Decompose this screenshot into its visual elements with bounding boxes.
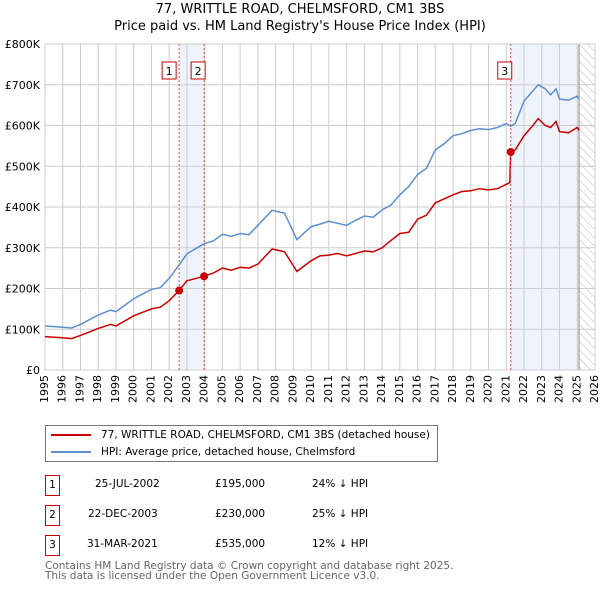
footer: Contains HM Land Registry data © Crown c…: [45, 560, 454, 582]
x-tick-label: 1997: [73, 375, 86, 403]
transaction-date: 25-JUL-2002: [95, 478, 160, 490]
transaction-marker: 1: [45, 475, 60, 496]
x-tick-label: 2003: [180, 375, 193, 403]
sale-marker-box: [161, 61, 177, 80]
y-tick-label: £600K: [5, 120, 41, 133]
x-tick-label: 2002: [162, 375, 175, 403]
sale-point: [175, 286, 184, 295]
legend-item-hpi: HPI: Average price, detached house, Chel…: [46, 444, 355, 460]
x-tick-label: 2017: [428, 375, 441, 403]
x-tick-label: 2005: [215, 375, 228, 403]
y-tick-label: £100K: [5, 323, 41, 336]
y-tick-label: £300K: [5, 242, 41, 255]
transaction-date: 22-DEC-2003: [88, 508, 158, 520]
legend-label-hpi: HPI: Average price, detached house, Chel…: [101, 446, 356, 458]
transaction-marker: 3: [45, 535, 60, 556]
sale-marker-box: [497, 61, 513, 80]
y-tick-label: £500K: [5, 160, 41, 173]
plot-border: [44, 43, 596, 371]
sale-marker-box: [190, 61, 206, 80]
chart-title: 77, WRITTLE ROAD, CHELMSFORD, CM1 3BS: [155, 2, 445, 17]
transaction-price: £230,000: [215, 508, 266, 520]
transaction-delta: 24% ↓ HPI: [312, 478, 369, 490]
x-tick-label: 1998: [91, 375, 104, 403]
x-tick-label: 2009: [286, 375, 299, 403]
x-tick-label: 2001: [144, 375, 157, 403]
chart-subtitle: Price paid vs. HM Land Registry's House …: [114, 19, 486, 34]
legend-label-property: 77, WRITTLE ROAD, CHELMSFORD, CM1 3BS (d…: [101, 429, 430, 441]
footer-licence: This data is licensed under the Open Gov…: [45, 570, 380, 582]
x-tick-label: 2008: [269, 375, 282, 403]
x-tick-label: 2025: [570, 375, 583, 403]
y-tick-label: £400K: [5, 201, 41, 214]
x-tick-label: 2013: [357, 375, 370, 403]
x-tick-label: 1999: [109, 375, 122, 403]
y-tick-label: £0: [26, 364, 40, 377]
transaction-price: £195,000: [215, 478, 266, 490]
legend-item-property: 77, WRITTLE ROAD, CHELMSFORD, CM1 3BS (d…: [46, 427, 430, 443]
x-tick-label: 2024: [553, 375, 566, 403]
x-tick-label: 1995: [38, 375, 51, 403]
sale-marker-label: 3: [501, 65, 508, 78]
x-tick-label: 2010: [304, 375, 317, 403]
transaction-row: 2 22-DEC-2003 £230,000 25% ↓ HPI: [45, 505, 545, 526]
x-tick-label: 2020: [482, 375, 495, 403]
x-tick-label: 2014: [375, 375, 388, 403]
y-tick-label: £700K: [5, 79, 41, 92]
x-tick-label: 2012: [340, 375, 353, 403]
property-price-line: [44, 117, 580, 340]
x-tick-label: 2021: [499, 375, 512, 403]
x-tick-label: 1996: [56, 375, 69, 403]
x-tick-label: 2006: [233, 375, 246, 403]
x-tick-label: 2015: [393, 375, 406, 403]
footer-copyright: Contains HM Land Registry data © Crown c…: [45, 560, 454, 572]
x-tick-label: 2004: [198, 375, 211, 403]
legend-swatch-property: [51, 434, 91, 436]
y-tick-label: £200K: [5, 283, 41, 296]
legend-swatch-hpi: [51, 451, 91, 453]
transaction-date: 31-MAR-2021: [87, 538, 158, 550]
sale-marker-label: 1: [166, 65, 173, 78]
hpi-line: [44, 83, 580, 329]
transaction-price: £535,000: [215, 538, 266, 550]
sale-point: [506, 147, 515, 156]
x-tick-label: 2016: [411, 375, 424, 403]
x-tick-label: 2026: [588, 375, 600, 403]
transaction-marker: 2: [45, 505, 60, 526]
transaction-delta: 25% ↓ HPI: [312, 508, 369, 520]
transaction-row: 1 25-JUL-2002 £195,000 24% ↓ HPI: [45, 475, 545, 496]
x-tick-label: 2011: [322, 375, 335, 403]
price-chart: 1 2 3 1995 1996 1997 1998 1999 2000 2001 2002 2003…: [5, 38, 600, 403]
x-tick-label: 2000: [127, 375, 140, 403]
x-tick-label: 2018: [446, 375, 459, 403]
x-tick-label: 2023: [535, 375, 548, 403]
x-tick-label: 2022: [517, 375, 530, 403]
y-tick-label: £800K: [5, 38, 41, 51]
x-tick-label: 2007: [251, 375, 264, 403]
transaction-row: 3 31-MAR-2021 £535,000 12% ↓ HPI: [45, 535, 545, 556]
transaction-delta: 12% ↓ HPI: [312, 538, 369, 550]
chart-legend: 77, WRITTLE ROAD, CHELMSFORD, CM1 3BS (d…: [45, 425, 438, 462]
sale-marker-label: 2: [195, 65, 202, 78]
x-tick-label: 2019: [464, 375, 477, 403]
sale-point: [200, 272, 209, 281]
